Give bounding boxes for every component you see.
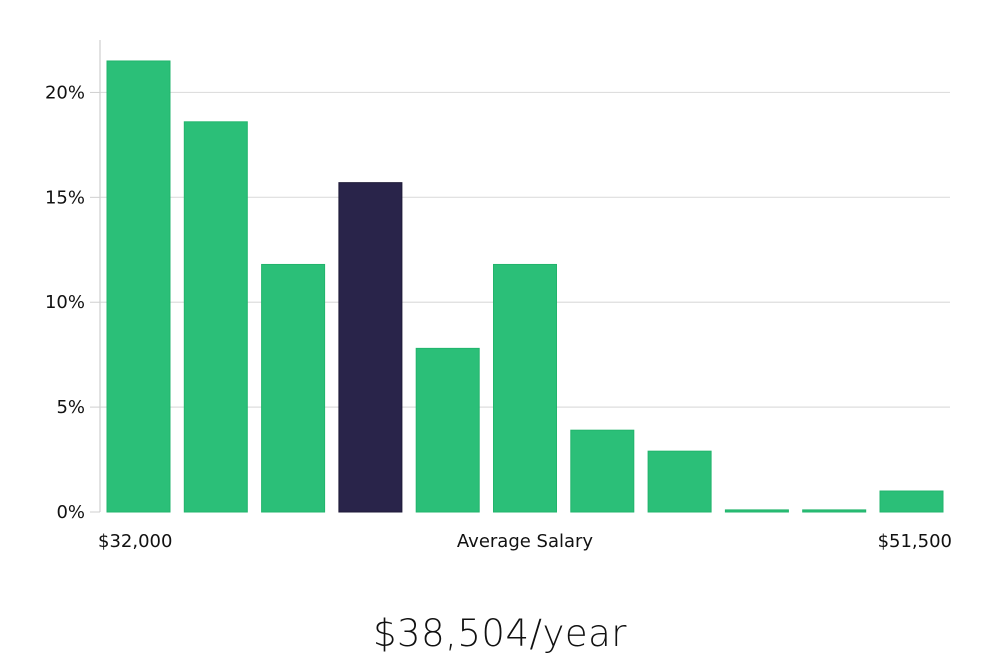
histogram-bar: [570, 429, 635, 513]
bars: [106, 60, 944, 513]
histogram-bar: [415, 347, 480, 513]
histogram-bar: [493, 263, 557, 513]
y-tick-label: 20%: [45, 82, 85, 103]
histogram-bar: [106, 60, 171, 513]
y-tick-label: 5%: [56, 397, 85, 418]
average-salary-value: $38,504/year: [372, 612, 627, 655]
histogram-bar: [802, 509, 867, 513]
y-tick-label: 0%: [56, 502, 85, 523]
y-tick-label: 15%: [45, 187, 85, 208]
highlighted-salary-bar: [338, 182, 403, 513]
histogram-bar: [183, 121, 248, 513]
histogram-svg: 0% 5% 10% 15% 20% $32,000 Average Salary $51…: [45, 40, 952, 552]
x-tick-max: $51,500: [878, 531, 952, 552]
histogram-bar: [879, 490, 944, 513]
salary-histogram: 0% 5% 10% 15% 20% $32,000 Average Salary $51…: [45, 40, 952, 552]
y-tick-label: 10%: [45, 292, 85, 313]
histogram-bar: [261, 263, 326, 513]
histogram-bar: [647, 450, 712, 513]
y-axis-ticks: 0% 5% 10% 15% 20%: [45, 82, 85, 523]
x-tick-min: $32,000: [98, 531, 172, 552]
x-axis-title: Average Salary: [457, 531, 594, 552]
histogram-bar: [724, 509, 789, 513]
